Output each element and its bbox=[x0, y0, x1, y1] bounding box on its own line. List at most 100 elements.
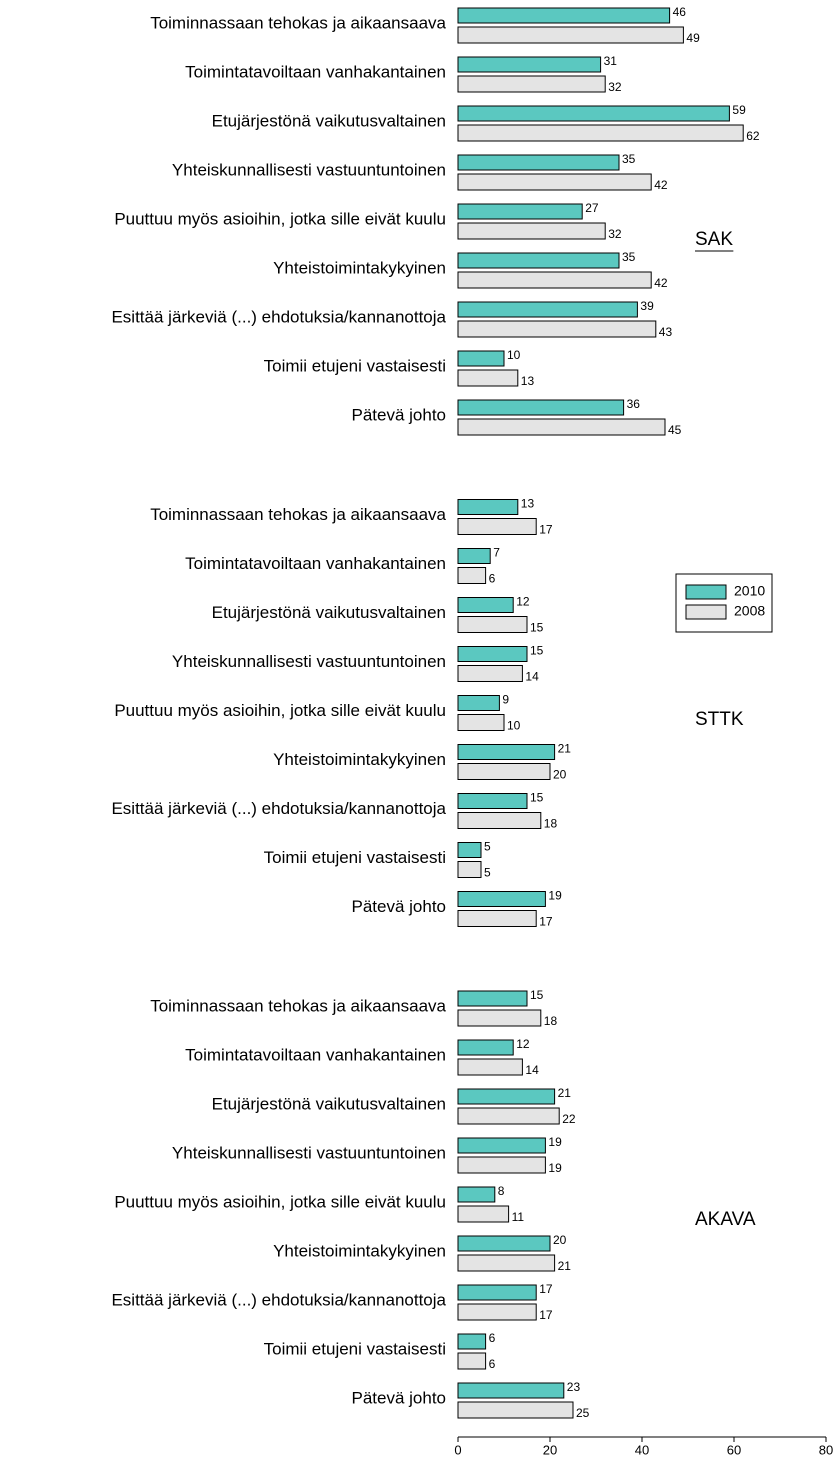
category-label: Puuttuu myös asioihin, jotka sille eivät… bbox=[114, 1192, 446, 1211]
value-label: 14 bbox=[525, 1063, 539, 1077]
bar bbox=[457, 203, 583, 220]
bar bbox=[457, 567, 487, 584]
bar bbox=[457, 124, 744, 142]
category-label: Yhteistoimintakykyinen bbox=[273, 1241, 446, 1260]
bar bbox=[457, 1235, 551, 1252]
bar bbox=[457, 105, 730, 122]
legend-box bbox=[675, 573, 773, 633]
bar bbox=[457, 173, 652, 191]
bar bbox=[457, 990, 528, 1007]
value-label: 9 bbox=[502, 693, 509, 707]
bar bbox=[457, 1352, 487, 1370]
bar bbox=[457, 271, 652, 289]
value-label: 14 bbox=[525, 670, 539, 684]
bar bbox=[457, 1303, 537, 1321]
value-label: 11 bbox=[512, 1210, 525, 1224]
bar bbox=[457, 763, 551, 780]
bar bbox=[457, 1009, 542, 1027]
category-label: Pätevä johto bbox=[351, 897, 446, 916]
value-label: 12 bbox=[516, 595, 530, 609]
category-label: Puuttuu myös asioihin, jotka sille eivät… bbox=[114, 701, 446, 720]
value-label: 42 bbox=[654, 178, 668, 192]
value-label: 35 bbox=[622, 152, 636, 166]
bar bbox=[457, 399, 625, 416]
bar bbox=[457, 1137, 546, 1154]
category-label: Pätevä johto bbox=[351, 405, 446, 424]
category-label: Yhteiskunnallisesti vastuuntuntoinen bbox=[172, 652, 446, 671]
value-label: 17 bbox=[539, 915, 553, 929]
category-label: Toimii etujeni vastaisesti bbox=[264, 848, 446, 867]
category-label: Toimintatavoiltaan vanhakantainen bbox=[185, 62, 446, 81]
bar bbox=[457, 1156, 546, 1174]
value-label: 15 bbox=[530, 644, 544, 658]
bar bbox=[457, 1401, 574, 1419]
x-tick-label: 80 bbox=[819, 1442, 833, 1457]
value-label: 21 bbox=[558, 1259, 572, 1273]
bar bbox=[457, 56, 602, 73]
value-label: 17 bbox=[539, 523, 553, 537]
x-tick-label: 40 bbox=[635, 1442, 649, 1457]
category-label: Puuttuu myös asioihin, jotka sille eivät… bbox=[114, 209, 446, 228]
category-label: Esittää järkeviä (...) ehdotuksia/kannan… bbox=[111, 307, 446, 326]
value-label: 6 bbox=[489, 1331, 496, 1345]
category-label: Toiminnassaan tehokas ja aikaansaava bbox=[150, 13, 446, 32]
bar bbox=[457, 744, 556, 760]
value-label: 17 bbox=[539, 1282, 553, 1296]
value-label: 19 bbox=[548, 1135, 562, 1149]
value-label: 19 bbox=[548, 1161, 562, 1175]
value-label: 6 bbox=[489, 1357, 496, 1371]
category-label: Esittää järkeviä (...) ehdotuksia/kannan… bbox=[111, 799, 446, 818]
value-label: 31 bbox=[604, 54, 618, 68]
category-label: Etujärjestönä vaikutusvaltainen bbox=[212, 111, 446, 130]
x-tick-label: 0 bbox=[454, 1442, 461, 1457]
value-label: 12 bbox=[516, 1037, 530, 1051]
category-label: Yhteistoimintakykyinen bbox=[273, 750, 446, 769]
bar bbox=[457, 154, 620, 171]
bar bbox=[457, 812, 542, 829]
value-label: 59 bbox=[732, 103, 746, 117]
bar bbox=[457, 301, 638, 318]
bar bbox=[457, 695, 500, 711]
value-label: 10 bbox=[507, 348, 521, 362]
bar bbox=[457, 252, 620, 269]
bar bbox=[457, 7, 671, 24]
value-label: 13 bbox=[521, 374, 535, 388]
value-label: 15 bbox=[530, 791, 544, 805]
bar bbox=[457, 26, 684, 44]
category-label: Toimintatavoiltaan vanhakantainen bbox=[185, 1045, 446, 1064]
bar bbox=[457, 350, 505, 367]
value-label: 20 bbox=[553, 1233, 567, 1247]
bar bbox=[457, 1284, 537, 1301]
legend-swatch bbox=[685, 584, 727, 600]
panel-label: AKAVA bbox=[695, 1209, 756, 1230]
value-label: 39 bbox=[640, 299, 654, 313]
category-label: Toimii etujeni vastaisesti bbox=[264, 1339, 446, 1358]
category-label: Yhteiskunnallisesti vastuuntuntoinen bbox=[172, 1143, 446, 1162]
value-label: 18 bbox=[544, 817, 558, 831]
value-label: 7 bbox=[493, 546, 500, 560]
value-label: 45 bbox=[668, 423, 682, 437]
category-label: Pätevä johto bbox=[351, 1388, 446, 1407]
value-label: 23 bbox=[567, 1380, 581, 1394]
value-label: 6 bbox=[489, 572, 496, 586]
bar bbox=[457, 861, 482, 878]
category-label: Toiminnassaan tehokas ja aikaansaava bbox=[150, 996, 446, 1015]
bar bbox=[457, 793, 528, 809]
bar bbox=[457, 1186, 496, 1203]
value-label: 36 bbox=[627, 397, 641, 411]
category-label: Toimintatavoiltaan vanhakantainen bbox=[185, 554, 446, 573]
category-label: Yhteistoimintakykyinen bbox=[273, 258, 446, 277]
panel-label: STTK bbox=[695, 709, 744, 730]
value-label: 22 bbox=[562, 1112, 576, 1126]
bar bbox=[457, 518, 537, 535]
bar bbox=[457, 597, 514, 613]
bar bbox=[457, 842, 482, 858]
value-label: 35 bbox=[622, 250, 636, 264]
bar bbox=[457, 1039, 514, 1056]
bar bbox=[457, 714, 505, 731]
value-label: 21 bbox=[558, 742, 572, 756]
value-label: 15 bbox=[530, 621, 544, 635]
value-label: 8 bbox=[498, 1184, 505, 1198]
value-label: 25 bbox=[576, 1406, 590, 1420]
